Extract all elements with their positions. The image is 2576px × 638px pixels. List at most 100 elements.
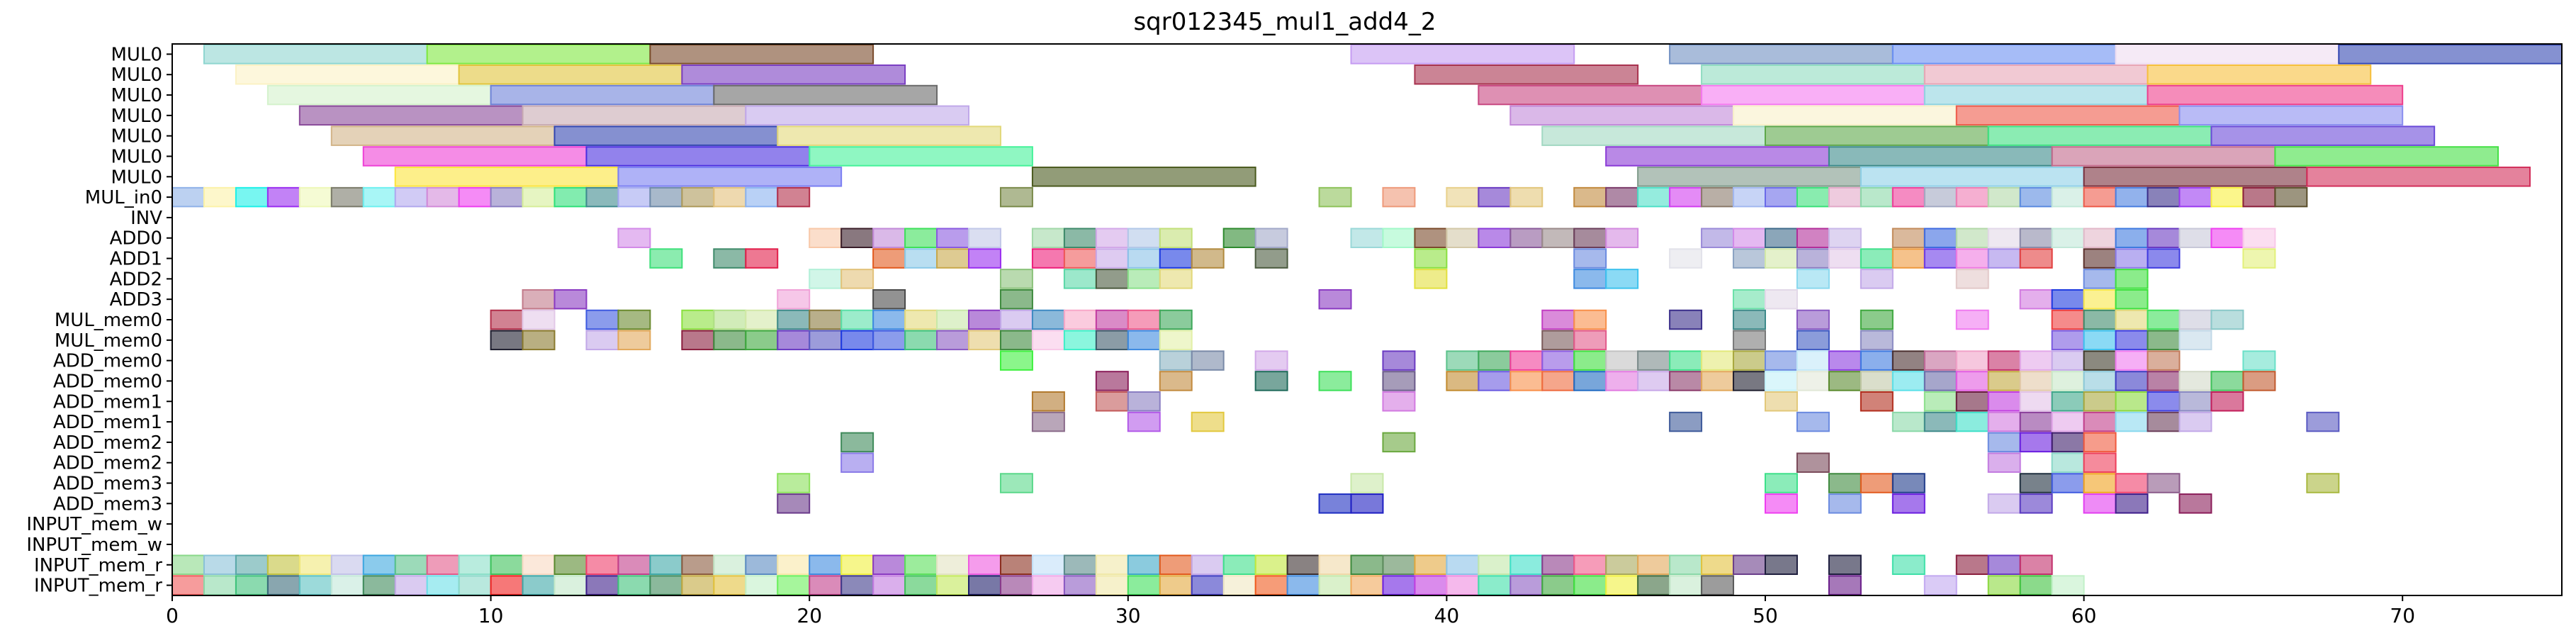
row-label: MUL0: [111, 106, 163, 127]
gantt-bar: [362, 186, 396, 208]
gantt-bar: [1446, 228, 1480, 248]
gantt-bar: [2019, 411, 2053, 432]
gantt-bar: [1478, 228, 1512, 248]
gantt-bar: [1669, 309, 1703, 330]
gantt-bar: [1828, 228, 1862, 248]
gantt-bar: [1063, 248, 1097, 269]
gantt-bar: [1318, 371, 1352, 391]
gantt-bar: [2051, 575, 2085, 595]
gantt-bar: [1191, 350, 1225, 371]
gantt-bar: [1923, 186, 1957, 208]
gantt-bar: [2051, 452, 2085, 473]
gantt-bar: [745, 186, 779, 208]
gantt-bar: [777, 186, 811, 208]
gantt-bar: [1095, 371, 1129, 391]
gantt-bar: [2178, 186, 2212, 208]
gantt-bar: [426, 554, 460, 576]
gantt-bar: [936, 330, 970, 351]
gantt-bar: [1127, 248, 1161, 269]
gantt-bar: [1509, 554, 1543, 576]
gantt-bar: [1318, 186, 1352, 208]
gantt-bar: [1446, 186, 1480, 208]
gantt-bar: [999, 289, 1033, 310]
gantt-bar: [904, 330, 938, 351]
gantt-bar: [1891, 228, 1925, 248]
gantt-bar: [585, 146, 811, 167]
gantt-bar: [1923, 228, 1957, 248]
gantt-bar: [2019, 493, 2053, 514]
gantt-bar: [1860, 309, 1894, 330]
gantt-bar: [235, 554, 269, 576]
gantt-bar: [617, 554, 651, 576]
gantt-bar: [362, 146, 587, 167]
gantt-bar: [1669, 248, 1703, 269]
row-label: ADD_mem2: [53, 432, 162, 454]
gantt-bar: [713, 84, 938, 106]
gantt-bar: [2147, 248, 2181, 269]
x-tick-label: 60: [2071, 604, 2097, 627]
gantt-bar: [1765, 186, 1798, 208]
gantt-bar: [1796, 186, 1830, 208]
gantt-bar: [1191, 411, 1225, 432]
gantt-bar: [553, 554, 587, 576]
bars-layer: [171, 44, 2563, 595]
gantt-bar: [1541, 228, 1575, 248]
gantt-bar: [968, 575, 1001, 595]
gantt-bar: [1191, 248, 1225, 269]
gantt-bar: [1765, 493, 1798, 514]
gantt-bar: [1605, 575, 1639, 595]
gantt-bar: [426, 44, 651, 65]
gantt-bar: [1701, 186, 1735, 208]
gantt-bar: [490, 575, 524, 595]
gantt-bar: [1222, 554, 1256, 576]
gantt-bar: [1701, 575, 1735, 595]
gantt-bar: [585, 575, 619, 595]
row-label: ADD_mem2: [53, 453, 162, 474]
gantt-bar: [2019, 186, 2053, 208]
gantt-bar: [2242, 248, 2276, 269]
row-label: ADD_mem0: [53, 351, 162, 372]
gantt-bar: [1860, 473, 1894, 493]
gantt-bar: [968, 330, 1001, 351]
gantt-bar: [2019, 473, 2053, 493]
gantt-bar: [1733, 330, 1767, 351]
gantt-bar: [1923, 391, 1957, 412]
gantt-bar: [171, 186, 205, 208]
gantt-bar: [2338, 44, 2563, 65]
gantt-bar: [904, 309, 938, 330]
gantt-bar: [1955, 371, 1989, 391]
gantt-bar: [1382, 350, 1416, 371]
gantt-bar: [2083, 350, 2117, 371]
gantt-bar: [2051, 432, 2085, 453]
gantt-bar: [2306, 167, 2531, 187]
gantt-bar: [2306, 411, 2340, 432]
gantt-bar: [681, 64, 906, 85]
gantt-bar: [872, 248, 906, 269]
gantt-bar: [1733, 554, 1767, 576]
gantt-bar: [1701, 64, 1925, 85]
gantt-bar: [490, 186, 524, 208]
gantt-bar: [777, 309, 811, 330]
gantt-bar: [2083, 309, 2117, 330]
gantt-bar: [1669, 554, 1703, 576]
gantt-bar: [649, 575, 683, 595]
gantt-bar: [2019, 575, 2053, 595]
gantt-bar: [1605, 228, 1639, 248]
gantt-bar: [1350, 473, 1384, 493]
gantt-bar: [1509, 105, 1735, 126]
gantt-bar: [266, 575, 300, 595]
gantt-bar: [1860, 350, 1894, 371]
gantt-bar: [1159, 248, 1193, 269]
gantt-bar: [1955, 350, 1989, 371]
gantt-bar: [1796, 411, 1830, 432]
gantt-bar: [1923, 411, 1957, 432]
gantt-bar: [1478, 186, 1512, 208]
gantt-bar: [522, 105, 747, 126]
gantt-bar: [1095, 248, 1129, 269]
gantt-bar: [2242, 228, 2276, 248]
gantt-bar: [681, 330, 715, 351]
gantt-bar: [1127, 554, 1161, 576]
gantt-bar: [809, 228, 843, 248]
gantt-bar: [1860, 186, 1894, 208]
gantt-bar: [809, 575, 843, 595]
